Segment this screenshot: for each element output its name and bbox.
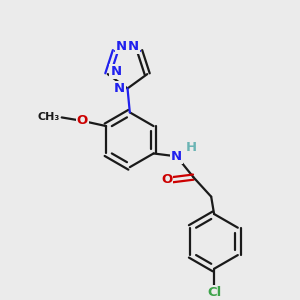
Text: O: O [77, 114, 88, 128]
Text: N: N [116, 40, 127, 53]
Text: CH₃: CH₃ [37, 112, 59, 122]
Text: Cl: Cl [207, 286, 221, 299]
Text: N: N [171, 150, 182, 163]
Text: H: H [186, 141, 197, 154]
Text: N: N [128, 40, 139, 53]
Text: N: N [114, 82, 125, 95]
Text: N: N [110, 65, 122, 78]
Text: O: O [161, 173, 172, 186]
